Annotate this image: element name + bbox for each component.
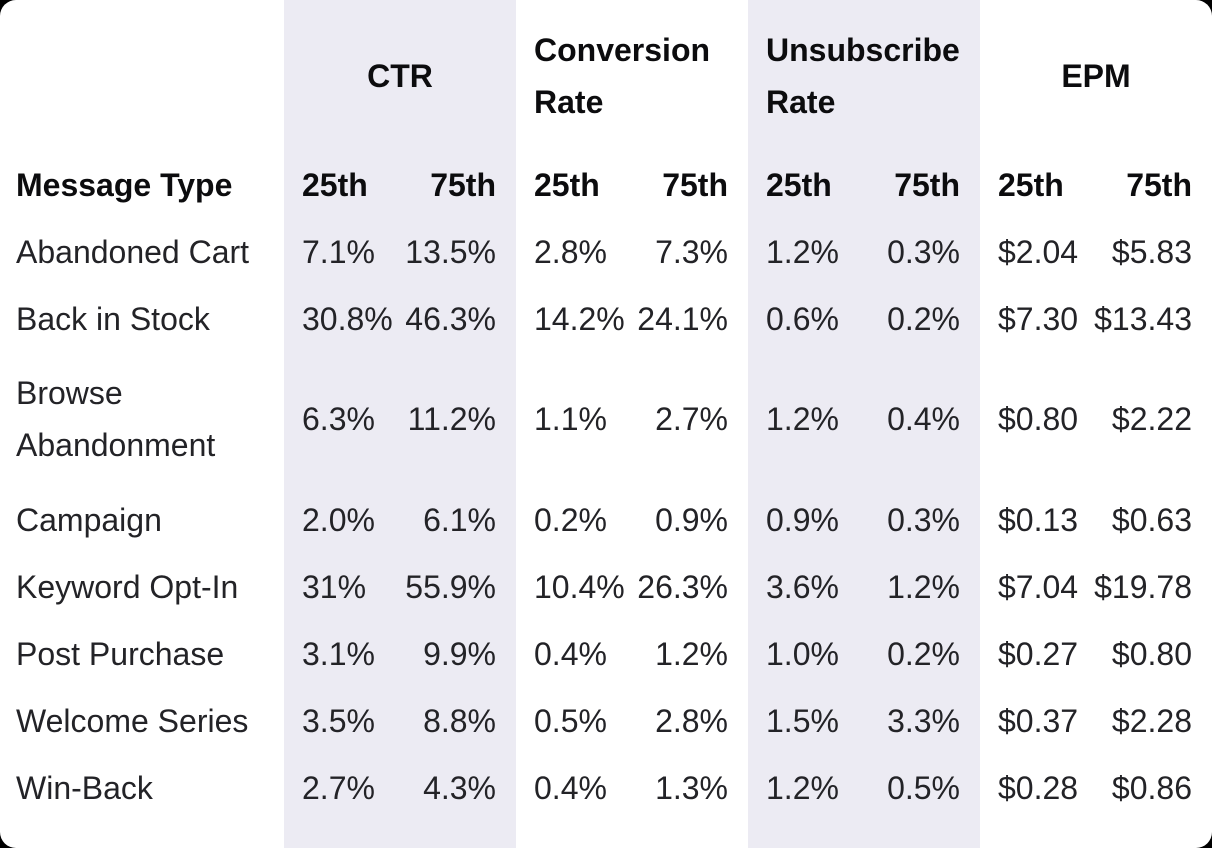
value-cell: 2.8%	[655, 702, 728, 739]
value-cell: 0.2%	[887, 300, 960, 337]
column-header-conversion-25th: 25th	[534, 167, 600, 203]
value-cell: 7.3%	[655, 233, 728, 270]
value-cell: 0.5%	[534, 702, 607, 739]
unsubscribe-column-band	[748, 0, 980, 848]
value-cell: $2.22	[1111, 401, 1192, 437]
value-cell: $0.86	[1111, 769, 1192, 806]
value-cell: 11.2%	[407, 401, 496, 437]
row-label: Win-Back	[16, 769, 153, 806]
value-cell: 0.9%	[766, 501, 839, 538]
value-cell: 2.7%	[302, 769, 375, 806]
value-cell: 1.2%	[655, 635, 728, 672]
value-cell: 2.7%	[655, 401, 728, 437]
value-cell: 0.4%	[887, 401, 960, 437]
value-cell: $13.43	[1094, 300, 1192, 337]
group-header-unsubscribe-rate: Unsubscribe Rate	[766, 32, 960, 120]
value-cell: 0.3%	[887, 233, 960, 270]
column-header-ctr-75th: 75th	[430, 167, 496, 203]
value-cell: 0.4%	[534, 769, 607, 806]
column-header-conversion-75th: 75th	[662, 167, 728, 203]
row-label: Welcome Series	[16, 702, 249, 739]
value-cell: 24.1%	[637, 300, 728, 337]
value-cell: 6.3%	[302, 401, 375, 437]
value-cell: 1.3%	[655, 769, 728, 806]
column-header-unsubscribe-25th: 25th	[766, 167, 832, 203]
value-cell: 3.6%	[766, 568, 839, 605]
value-cell: 0.2%	[887, 635, 960, 672]
value-cell: 6.1%	[423, 501, 496, 538]
value-cell: 9.9%	[423, 635, 496, 672]
value-cell: $0.80	[1111, 635, 1192, 672]
value-cell: $0.37	[998, 702, 1079, 739]
value-cell: 3.1%	[302, 635, 375, 672]
column-header-epm-25th: 25th	[998, 167, 1064, 203]
column-header-ctr-25th: 25th	[302, 167, 368, 203]
value-cell: 0.6%	[766, 300, 839, 337]
value-cell: $7.04	[998, 568, 1079, 605]
ctr-column-band	[284, 0, 516, 848]
value-cell: $2.04	[998, 233, 1079, 270]
value-cell: 0.2%	[534, 501, 607, 538]
row-label: Post Purchase	[16, 635, 225, 672]
value-cell: 0.4%	[534, 635, 607, 672]
value-cell: 13.5%	[405, 233, 496, 270]
group-header-ctr: CTR	[367, 58, 433, 94]
value-cell: $5.83	[1111, 233, 1192, 270]
value-cell: 7.1%	[302, 233, 375, 270]
group-header-conversion-rate: Conversion Rate	[534, 32, 711, 120]
group-header-spacer	[0, 0, 284, 152]
value-cell: 1.2%	[766, 769, 839, 806]
value-cell: 46.3%	[405, 300, 496, 337]
value-cell: 0.5%	[887, 769, 960, 806]
value-cell: 3.3%	[887, 702, 960, 739]
value-cell: 1.5%	[766, 702, 839, 739]
column-header-message-type: Message Type	[16, 167, 233, 203]
value-cell: 1.2%	[766, 233, 839, 270]
value-cell: 1.2%	[766, 401, 839, 437]
value-cell: 1.2%	[887, 568, 960, 605]
value-cell: 10.4%	[534, 568, 625, 605]
value-cell: $0.28	[998, 769, 1079, 806]
value-cell: 8.8%	[423, 702, 496, 739]
row-label: Campaign	[16, 501, 162, 538]
value-cell: 3.5%	[302, 702, 375, 739]
value-cell: 26.3%	[637, 568, 728, 605]
value-cell: 55.9%	[405, 568, 496, 605]
value-cell: 4.3%	[423, 769, 496, 806]
group-header-epm: EPM	[1061, 58, 1131, 94]
value-cell: 0.3%	[887, 501, 960, 538]
value-cell: $2.28	[1111, 702, 1192, 739]
value-cell: $19.78	[1094, 568, 1192, 605]
value-cell: 30.8%	[302, 300, 393, 337]
column-header-unsubscribe-75th: 75th	[894, 167, 960, 203]
value-cell: $0.13	[998, 501, 1079, 538]
value-cell: 2.8%	[534, 233, 607, 270]
value-cell: 1.1%	[534, 401, 607, 437]
value-cell: 1.0%	[766, 635, 839, 672]
row-label: Keyword Opt-In	[16, 568, 239, 605]
value-cell: 2.0%	[302, 501, 375, 538]
value-cell: $0.80	[998, 401, 1079, 437]
column-header-epm-75th: 75th	[1126, 167, 1192, 203]
value-cell: 31%	[302, 568, 367, 605]
row-label: Back in Stock	[16, 300, 210, 337]
row-label: Abandoned Cart	[16, 233, 250, 270]
row-label: Browse Abandonment	[16, 375, 216, 463]
value-cell: $0.63	[1111, 501, 1192, 538]
value-cell: 0.9%	[655, 501, 728, 538]
value-cell: $7.30	[998, 300, 1079, 337]
value-cell: $0.27	[998, 635, 1079, 672]
value-cell: 14.2%	[534, 300, 625, 337]
